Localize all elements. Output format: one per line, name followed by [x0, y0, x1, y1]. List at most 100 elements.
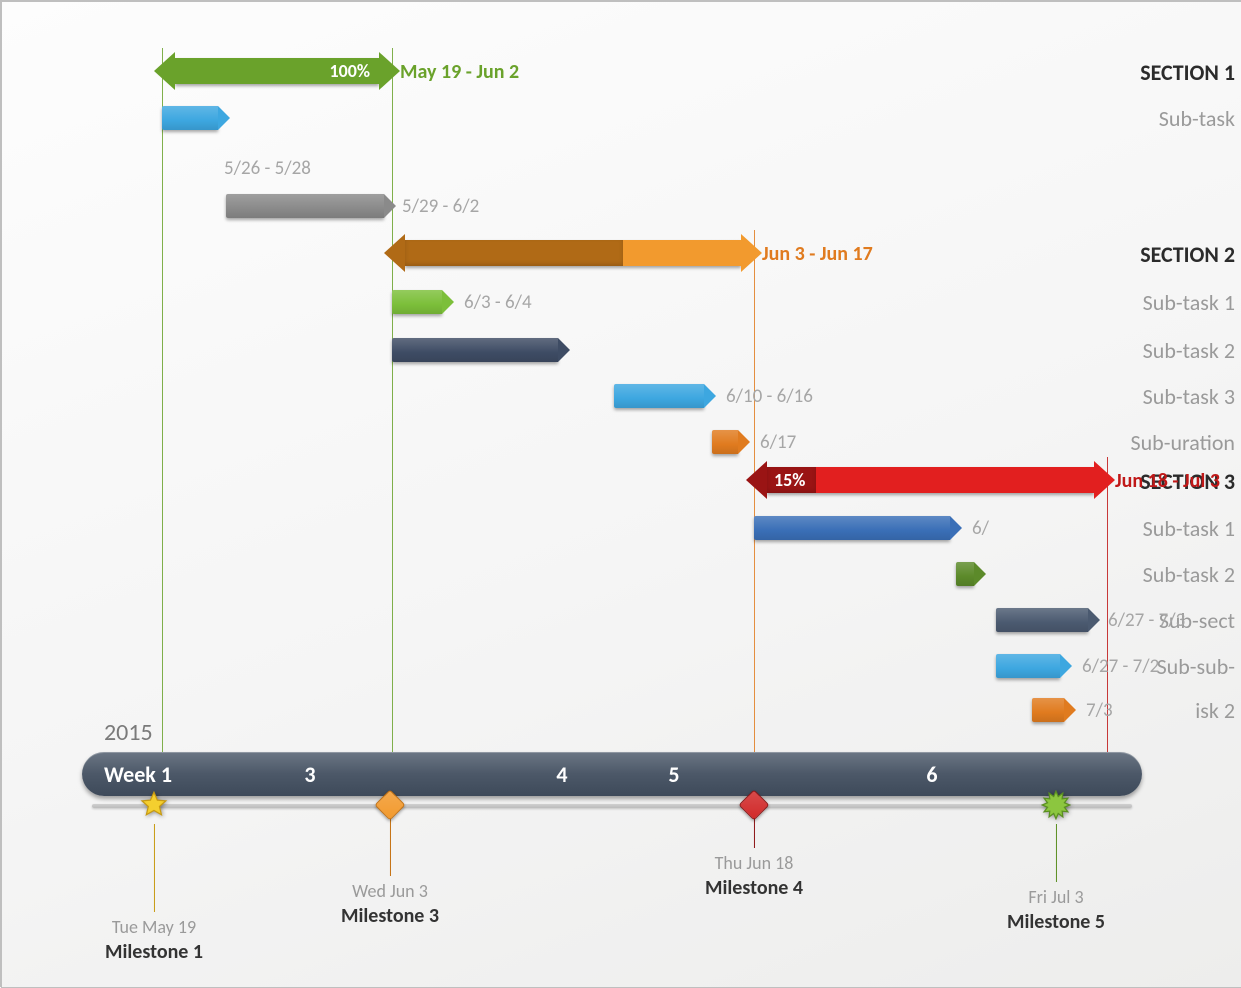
milestone-marker-icon	[374, 789, 405, 820]
section-bar	[392, 240, 754, 266]
timeline-subaxis	[92, 804, 1132, 808]
arrow-right-icon	[1064, 698, 1076, 722]
task-bar-body	[162, 106, 218, 130]
task-bar	[226, 194, 396, 218]
task-row: isk 27/3	[2, 686, 1241, 734]
section-label: SECTION 1	[1087, 48, 1241, 96]
section-range: Jun 18 - Jul 3	[1115, 457, 1220, 505]
timeline-axis: Week 13456	[82, 752, 1142, 796]
milestone-marker-icon	[1041, 790, 1071, 820]
task-row: Sub-task 2	[2, 550, 1241, 598]
task-row: Sub-task 1 6/3 - 6/4	[2, 278, 1241, 326]
task-annotation: 6/27 - 7/2	[1082, 642, 1159, 690]
task-row: Sub-task 2	[2, 326, 1241, 374]
gantt-chart: SECTION 1100%May 19 - Jun 2Sub-task5/26 …	[2, 2, 1241, 987]
milestone: Fri Jul 3Milestone 5	[1007, 792, 1105, 934]
task-annotation: 7/3	[1086, 686, 1113, 734]
milestone-marker-icon	[139, 790, 169, 820]
axis-tick: 5	[668, 752, 679, 796]
task-bar	[712, 430, 750, 454]
axis-tick: 4	[556, 752, 567, 796]
milestone-stem	[1055, 824, 1056, 882]
task-row: Sub-sub-6/27 - 7/2	[2, 642, 1241, 690]
milestone-date: Tue May 19	[105, 916, 203, 938]
arrow-right-icon	[558, 338, 570, 362]
task-bar-body	[996, 654, 1060, 678]
task-label: Sub-task	[1087, 94, 1241, 142]
task-bar	[162, 106, 230, 130]
section-range: May 19 - Jun 2	[400, 48, 519, 96]
arrow-right-icon	[1060, 654, 1072, 678]
axis-tick: 6	[926, 752, 937, 796]
task-row: Sub-sect6/27 - 7/3	[2, 596, 1241, 644]
task-bar	[1032, 698, 1076, 722]
task-bar-body	[1032, 698, 1064, 722]
arrow-left-icon	[154, 52, 175, 90]
arrow-right-icon	[1094, 461, 1115, 499]
section-row: SECTION 1 100% May 19 - Jun 2	[2, 48, 1241, 96]
arrow-right-icon	[974, 562, 986, 586]
task-bar-body	[754, 516, 950, 540]
task-bar-body	[614, 384, 704, 408]
task-bar-body	[996, 608, 1088, 632]
task-annotation: 6/27 - 7/3	[1108, 596, 1185, 644]
task-bar-body	[956, 562, 974, 586]
arrow-right-icon	[384, 194, 396, 218]
section-row: SECTION 2Jun 3 - Jun 17	[2, 230, 1241, 278]
milestone-stem	[389, 818, 390, 876]
section-progress	[405, 240, 623, 266]
arrow-right-icon	[704, 384, 716, 408]
year-label: 2015	[104, 718, 153, 747]
milestone-date: Thu Jun 18	[705, 852, 803, 874]
task-annotation: 6/10 - 6/16	[726, 372, 813, 420]
task-bar	[956, 562, 986, 586]
arrow-right-icon	[950, 516, 962, 540]
task-bar	[996, 608, 1100, 632]
milestone: Thu Jun 18Milestone 4	[705, 792, 803, 900]
task-annotation: 6/3 - 6/4	[464, 278, 532, 326]
task-bar	[754, 516, 962, 540]
arrow-right-icon	[218, 106, 230, 130]
task-row: Sub-task 16/	[2, 504, 1241, 552]
section-pct: 100%	[330, 58, 371, 84]
task-annotation: 6/	[972, 504, 989, 552]
arrow-right-icon	[738, 430, 750, 454]
task-bar-body	[712, 430, 738, 454]
arrow-right-icon	[442, 290, 454, 314]
section-range: Jun 3 - Jun 17	[762, 230, 873, 278]
section-bar: 15%	[754, 467, 1107, 493]
section-label: SECTION 2	[857, 230, 1241, 278]
task-bar-body	[226, 194, 384, 218]
milestone: Tue May 19Milestone 1	[105, 792, 203, 964]
milestone: Wed Jun 3Milestone 3	[341, 792, 439, 928]
task-bar	[392, 338, 570, 362]
arrow-right-icon	[1088, 608, 1100, 632]
section-pct: 15%	[774, 467, 805, 493]
section-bar: 100%	[162, 58, 392, 84]
task-annotation: 5/29 - 6/2	[402, 182, 479, 230]
task-bar	[392, 290, 454, 314]
task-bar	[996, 654, 1072, 678]
arrow-left-icon	[746, 461, 767, 499]
arrow-right-icon	[379, 52, 400, 90]
milestone-stem	[153, 824, 154, 912]
milestone-date: Wed Jun 3	[341, 880, 439, 902]
milestone-date: Fri Jul 3	[1007, 886, 1105, 908]
milestone-name: Milestone 5	[1007, 910, 1105, 934]
milestone-name: Milestone 4	[705, 876, 803, 900]
task-bar-body	[392, 290, 442, 314]
axis-tick: 3	[304, 752, 315, 796]
milestone-marker-icon	[738, 789, 769, 820]
task-bar	[614, 384, 716, 408]
arrow-right-icon	[741, 234, 762, 272]
section-bar-body	[767, 467, 1094, 493]
task-row: Sub-task 36/10 - 6/16	[2, 372, 1241, 420]
milestone-stem	[753, 818, 754, 848]
task-label: Sub-task 2	[857, 326, 1241, 374]
task-row: Sub-task	[2, 94, 1241, 142]
task-bar-body	[392, 338, 558, 362]
milestone-name: Milestone 3	[341, 904, 439, 928]
arrow-left-icon	[384, 234, 405, 272]
task-label: Sub-task 1	[857, 278, 1241, 326]
task-label: Sub-task 2	[295, 550, 1241, 598]
